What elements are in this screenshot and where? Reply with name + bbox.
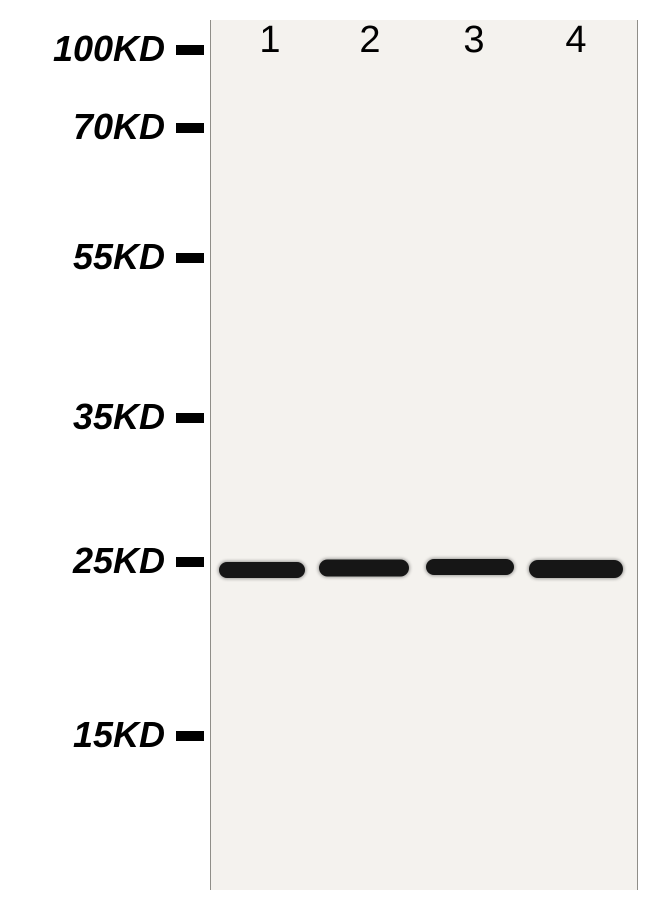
mw-marker-label: 25KD xyxy=(73,540,165,582)
mw-marker-tick xyxy=(176,45,204,55)
mw-marker-tick xyxy=(176,123,204,133)
mw-marker-label: 70KD xyxy=(73,106,165,148)
lane-label: 2 xyxy=(359,19,380,62)
mw-marker-label: 100KD xyxy=(53,28,165,70)
mw-marker-tick xyxy=(176,557,204,567)
mw-marker-label: 15KD xyxy=(73,714,165,756)
blot-band xyxy=(529,560,623,578)
mw-marker-label: 55KD xyxy=(73,236,165,278)
blot-band xyxy=(319,560,409,577)
mw-marker-tick xyxy=(176,253,204,263)
lane-label: 1 xyxy=(259,19,280,62)
blot-band xyxy=(219,562,305,578)
mw-marker-tick xyxy=(176,731,204,741)
mw-marker-tick xyxy=(176,413,204,423)
mw-marker-label: 35KD xyxy=(73,396,165,438)
blot-membrane-area xyxy=(210,20,638,890)
lane-label: 4 xyxy=(565,19,586,62)
blot-band xyxy=(426,559,514,575)
western-blot-figure: 100KD 70KD 55KD 35KD 25KD 15KD 1 2 3 4 xyxy=(0,0,650,903)
lane-label: 3 xyxy=(463,19,484,62)
